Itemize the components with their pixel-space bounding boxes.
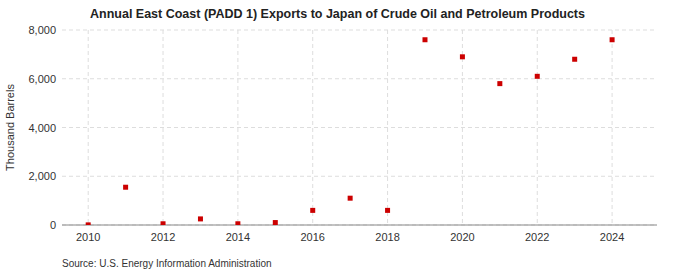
- point: [86, 222, 91, 225]
- point: [422, 37, 427, 42]
- x-grid-line: [237, 30, 238, 225]
- x-axis-line: [62, 225, 657, 226]
- y-tick-label: 0: [50, 219, 56, 231]
- point: [235, 221, 240, 225]
- x-grid-line: [537, 30, 538, 225]
- point: [497, 81, 502, 86]
- point: [273, 220, 278, 225]
- x-tick-label: 2016: [300, 231, 324, 243]
- x-grid-line: [387, 30, 388, 225]
- point: [348, 196, 353, 201]
- point: [161, 221, 166, 225]
- source-note: Source: U.S. Energy Information Administ…: [62, 258, 272, 269]
- x-tick-label: 2022: [525, 231, 549, 243]
- grid: [62, 30, 657, 225]
- y-grid-line: [62, 78, 657, 79]
- x-tick-label: 2018: [375, 231, 399, 243]
- x-tick-label: 2024: [600, 231, 624, 243]
- x-tick-label: 2012: [151, 231, 175, 243]
- y-grid-line: [62, 176, 657, 177]
- y-tick-label: 6,000: [28, 73, 56, 85]
- x-tick-label: 2020: [450, 231, 474, 243]
- x-tick-label: 2014: [226, 231, 250, 243]
- y-tick-label: 8,000: [28, 24, 56, 36]
- chart-title: Annual East Coast (PADD 1) Exports to Ja…: [90, 7, 585, 21]
- point: [535, 74, 540, 79]
- point: [198, 216, 203, 221]
- x-tick-label: 2010: [76, 231, 100, 243]
- chart-svg: 0 2,000 4,000 6,000 8,000 2010 2012 2014 2016 201…: [0, 0, 675, 275]
- y-grid-line: [62, 30, 657, 31]
- x-grid-line: [312, 30, 313, 225]
- point: [123, 185, 128, 190]
- y-tick-label: 2,000: [28, 170, 56, 182]
- point: [572, 57, 577, 62]
- chart-container: 0 2,000 4,000 6,000 8,000 2010 2012 2014 2016 201…: [0, 0, 675, 275]
- x-grid-line: [612, 30, 613, 225]
- x-grid-line: [88, 30, 89, 225]
- y-tick-label: 4,000: [28, 122, 56, 134]
- points: [86, 37, 615, 225]
- y-grid-line: [62, 225, 657, 226]
- point: [310, 208, 315, 213]
- point: [610, 37, 615, 42]
- y-grid-line: [62, 127, 657, 128]
- x-grid-line: [163, 30, 164, 225]
- point: [385, 208, 390, 213]
- y-axis-label: Thousand Barrels: [4, 84, 16, 171]
- point: [460, 54, 465, 59]
